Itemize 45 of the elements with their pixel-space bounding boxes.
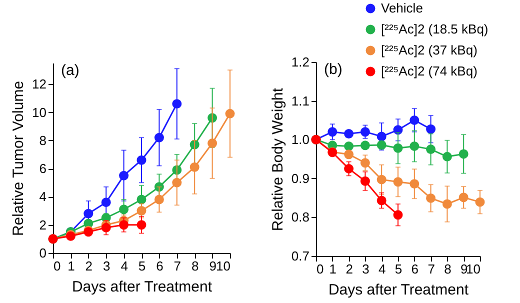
- x-axis-title: Days after Treatment: [72, 278, 213, 296]
- y-tick-label: 1.1: [291, 93, 310, 108]
- y-tick-label: 1.2: [291, 54, 310, 70]
- y-tick-label: 0.9: [291, 170, 310, 186]
- legend-label: [²²⁵Ac]2 (74 kBq): [381, 64, 478, 78]
- x-tick-label: 6: [156, 258, 164, 274]
- x-tick-label: 2: [85, 258, 93, 274]
- x-tick-label: 8: [191, 258, 199, 274]
- legend-label: Vehicle: [381, 0, 423, 16]
- x-tick-label: 10: [216, 258, 230, 274]
- y-axis-title: Relative Tumor Volume: [10, 80, 28, 236]
- x-tick-label: 1: [329, 262, 337, 276]
- x-tick-label: 1: [68, 258, 75, 274]
- y-tick-label: 2: [39, 217, 46, 232]
- y-tick-label: 1.0: [291, 132, 310, 148]
- y-tick-label: 6: [39, 161, 46, 176]
- y-tick-label: 0.7: [291, 248, 310, 264]
- x-tick-label: 5: [394, 262, 402, 276]
- x-tick-label: 7: [174, 258, 182, 274]
- x-tick-label: 0: [54, 258, 61, 274]
- annotation: (b): [324, 61, 342, 78]
- x-tick-label: 3: [362, 262, 370, 276]
- x-tick-label: 3: [102, 258, 110, 274]
- y-tick-label: 0: [39, 246, 46, 260]
- x-tick-label: 5: [138, 258, 146, 274]
- legend-label: [²²⁵Ac]2 (37 kBq): [381, 42, 478, 58]
- x-tick-label: 8: [444, 262, 452, 276]
- x-tick-label: 2: [346, 262, 353, 276]
- x-tick-label: 10: [466, 262, 480, 276]
- x-tick-label: 0: [316, 262, 324, 276]
- y-tick-label: 4: [39, 189, 46, 204]
- x-tick-label: 4: [378, 262, 386, 276]
- legend-label: [²²⁵Ac]2 (18.5 kBq): [381, 22, 488, 36]
- x-tick-label: 9: [460, 262, 468, 276]
- y-tick-label: 12: [32, 76, 46, 92]
- annotation: (a): [61, 62, 80, 79]
- y-tick-label: 10: [32, 104, 46, 120]
- x-tick-label: 7: [428, 262, 435, 276]
- x-tick-label: 6: [411, 262, 419, 276]
- y-tick-label: 8: [39, 132, 46, 148]
- x-tick-label: 9: [209, 258, 216, 274]
- x-axis-title: Days after Treatment: [328, 282, 470, 298]
- x-tick-label: 4: [120, 258, 128, 274]
- y-axis-title: Relative Body Weight: [269, 87, 286, 232]
- y-tick-label: 0.8: [291, 210, 310, 225]
